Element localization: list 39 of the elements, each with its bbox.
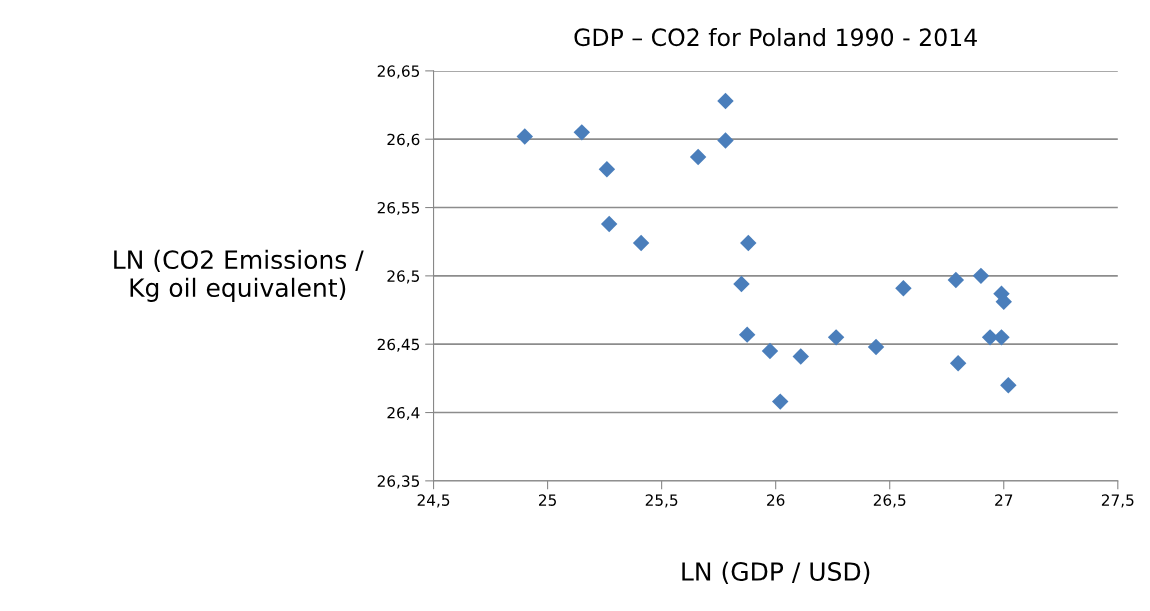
point: [895, 279, 912, 297]
x-tick-label: 27: [995, 494, 1013, 506]
y-tick-label: 26,65: [377, 65, 420, 79]
point: [827, 329, 845, 346]
x-tick-label: 25,5: [645, 494, 678, 508]
y-axis-title: LN (CO2 Emissions / Kg oil equivalent): [114, 249, 364, 302]
y-tick-label: 26,6: [387, 133, 420, 147]
y-tick-label: 26,5: [387, 270, 420, 284]
point: [1000, 376, 1017, 394]
point: [772, 393, 789, 410]
x-tick-label: 24,5: [417, 494, 450, 508]
point: [738, 326, 756, 343]
point: [598, 161, 616, 178]
chart-title: GDP – CO2 for Poland 1990 - 2014: [574, 27, 977, 47]
point: [632, 234, 650, 252]
point: [947, 271, 965, 289]
point: [516, 128, 533, 145]
x-axis-title: LN (GDP / USD): [682, 561, 870, 584]
point: [733, 275, 750, 293]
point: [792, 348, 809, 365]
y-tick-label: 26,55: [377, 202, 420, 216]
x-tick-label: 26: [767, 494, 785, 506]
point: [867, 338, 885, 356]
point: [740, 234, 757, 252]
point: [573, 124, 591, 141]
point: [949, 355, 967, 372]
point: [689, 148, 707, 166]
y-tick-label: 26,35: [377, 475, 420, 489]
x-tick-label: 26,5: [873, 494, 906, 508]
x-tick-label: 25: [538, 494, 556, 506]
point: [717, 92, 734, 110]
point: [993, 329, 1010, 346]
y-tick-label: 26,45: [377, 338, 420, 352]
point: [717, 132, 734, 149]
y-tick-label: 26,4: [387, 406, 420, 421]
point: [600, 215, 618, 233]
x-tick-label: 27,5: [1101, 494, 1134, 508]
point: [972, 267, 990, 285]
point: [761, 342, 779, 360]
